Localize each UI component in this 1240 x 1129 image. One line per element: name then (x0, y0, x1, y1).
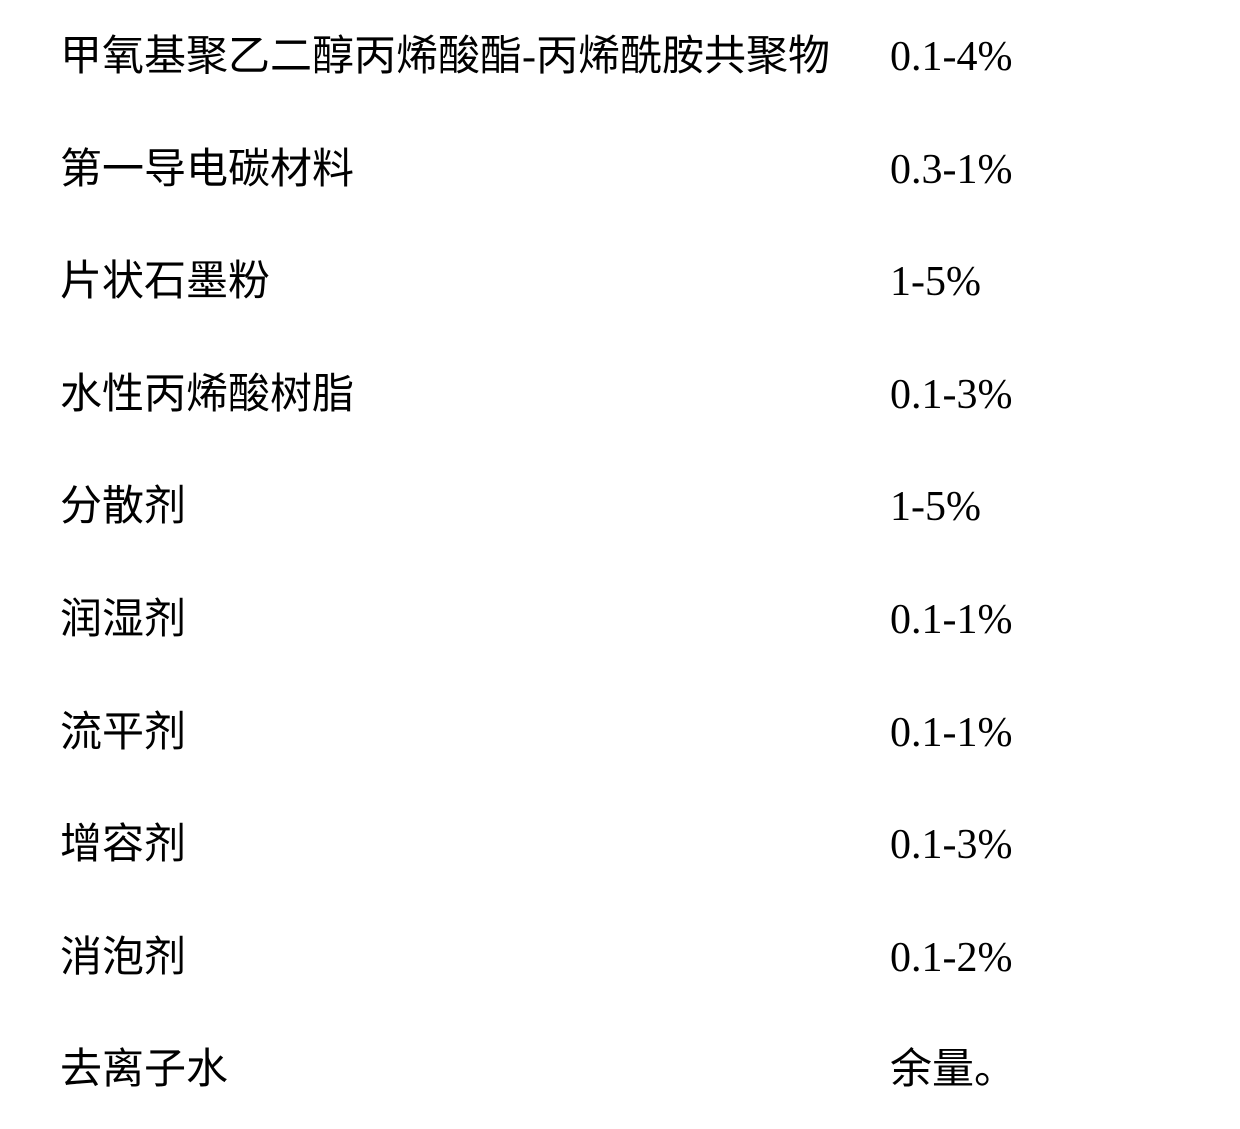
table-row: 甲氧基聚乙二醇丙烯酸酯-丙烯酰胺共聚物 0.1-4% (60, 30, 1180, 85)
table-row: 水性丙烯酸树脂 0.1-3% (60, 368, 1180, 423)
table-row: 片状石墨粉 1-5% (60, 255, 1180, 310)
row-label: 润湿剂 (60, 593, 890, 648)
row-value: 0.1-3% (890, 368, 1012, 423)
row-value: 0.3-1% (890, 143, 1012, 198)
row-label: 甲氧基聚乙二醇丙烯酸酯-丙烯酰胺共聚物 (60, 30, 890, 85)
table-row: 增容剂 0.1-3% (60, 818, 1180, 873)
row-label: 水性丙烯酸树脂 (60, 368, 890, 423)
table-row: 去离子水 余量。 (60, 1043, 1180, 1098)
row-label: 消泡剂 (60, 931, 890, 986)
row-value: 1-5% (890, 480, 981, 535)
row-value: 0.1-1% (890, 593, 1012, 648)
row-value: 0.1-3% (890, 818, 1012, 873)
row-label: 去离子水 (60, 1043, 890, 1098)
row-label: 增容剂 (60, 818, 890, 873)
row-value: 1-5% (890, 255, 981, 310)
table-row: 分散剂 1-5% (60, 480, 1180, 535)
table-row: 第一导电碳材料 0.3-1% (60, 143, 1180, 198)
table-row: 润湿剂 0.1-1% (60, 593, 1180, 648)
row-value: 0.1-2% (890, 931, 1012, 986)
row-value: 0.1-4% (890, 30, 1012, 85)
table-row: 消泡剂 0.1-2% (60, 931, 1180, 986)
row-label: 分散剂 (60, 480, 890, 535)
composition-table: 甲氧基聚乙二醇丙烯酸酯-丙烯酰胺共聚物 0.1-4% 第一导电碳材料 0.3-1… (0, 0, 1240, 1128)
row-label: 片状石墨粉 (60, 255, 890, 310)
row-value: 0.1-1% (890, 706, 1012, 761)
row-label: 第一导电碳材料 (60, 143, 890, 198)
row-label: 流平剂 (60, 706, 890, 761)
row-value: 余量。 (890, 1043, 1016, 1098)
table-row: 流平剂 0.1-1% (60, 706, 1180, 761)
